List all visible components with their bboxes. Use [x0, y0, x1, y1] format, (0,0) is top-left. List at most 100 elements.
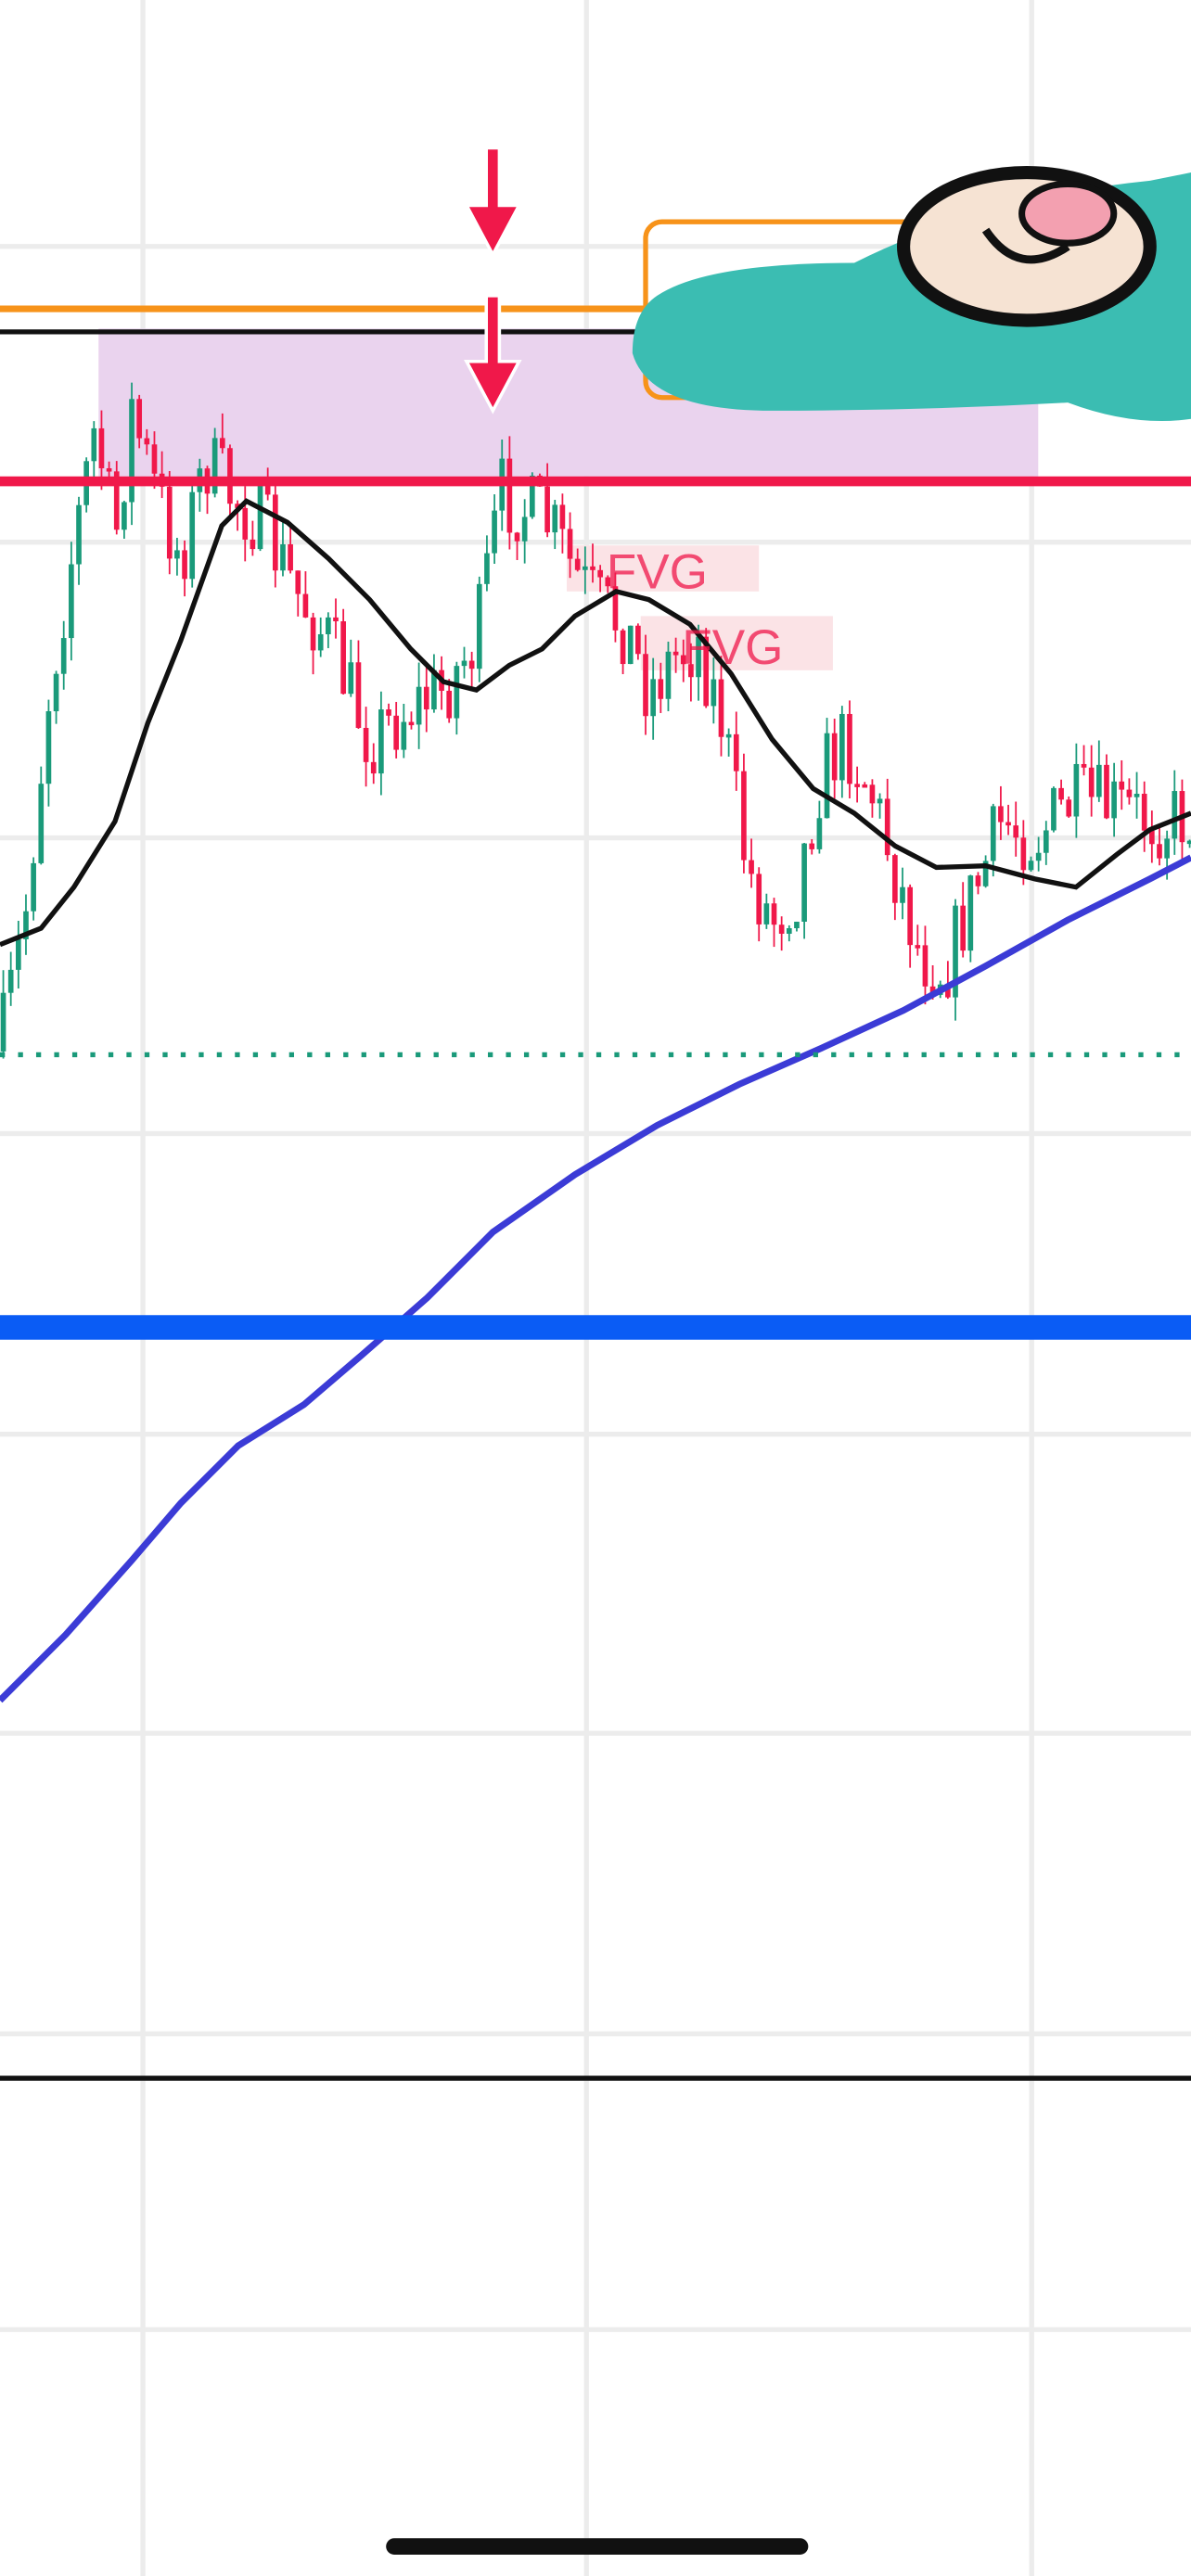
home-indicator — [386, 2538, 809, 2555]
candle-body — [749, 860, 754, 874]
candle-body — [446, 690, 453, 719]
candle-body — [869, 784, 876, 804]
candle-body — [431, 670, 437, 710]
candle-body — [696, 636, 701, 678]
candle-body — [778, 925, 785, 934]
candle-body — [1005, 822, 1011, 826]
candle-body — [658, 679, 664, 699]
candle-body — [23, 911, 29, 939]
candle-body — [847, 713, 852, 784]
candle-body — [590, 566, 596, 570]
candle-body — [106, 467, 112, 472]
candle-body — [272, 494, 278, 571]
candle-body — [521, 516, 528, 542]
candle-body — [45, 711, 52, 784]
candle-body — [703, 636, 710, 707]
candle-body — [514, 532, 520, 542]
candle-body — [741, 771, 747, 861]
candle-body — [1186, 840, 1191, 845]
down-arrow — [464, 294, 522, 414]
candle-body — [1111, 781, 1117, 819]
candle-body — [91, 427, 97, 462]
candle-body — [1157, 844, 1162, 859]
candle-body — [317, 633, 324, 651]
candle-body — [423, 686, 429, 710]
candle-body — [529, 475, 535, 517]
candle-body — [1164, 838, 1170, 859]
candle-body — [1149, 830, 1155, 845]
candle-body — [824, 733, 830, 819]
candle-body — [862, 784, 868, 788]
candle-body — [235, 504, 240, 508]
candle-body — [982, 861, 989, 886]
candle-body — [1020, 837, 1027, 871]
candle-body — [348, 662, 354, 695]
candle-body — [122, 502, 127, 530]
candle-body — [326, 617, 331, 634]
candle-body — [476, 583, 482, 670]
candle-body — [492, 510, 497, 554]
moving-average-long — [0, 854, 1191, 1703]
candle-body — [612, 586, 619, 631]
candle-body — [756, 874, 762, 925]
candle-body — [801, 843, 807, 922]
candle-body — [763, 903, 770, 925]
candle-body — [461, 660, 467, 667]
candle-body — [816, 818, 823, 849]
candle-body — [363, 727, 369, 762]
moving-average-short — [0, 498, 1191, 948]
candle-body — [468, 660, 475, 670]
candle-body — [484, 553, 490, 584]
fvg-label: FVG — [607, 544, 708, 599]
candle-body — [1058, 787, 1064, 800]
candle-body — [506, 458, 513, 533]
candle-body — [688, 664, 694, 678]
candle-body — [1013, 825, 1019, 838]
candle-body — [605, 577, 611, 587]
candle-body — [242, 507, 249, 540]
candle-body — [31, 862, 36, 912]
candle-body — [16, 938, 21, 970]
candle-body — [1119, 781, 1125, 790]
candle-body — [370, 761, 377, 774]
candle-body — [378, 709, 384, 774]
candle-body — [1133, 794, 1140, 797]
candle-body — [1081, 763, 1087, 768]
candle-body — [250, 539, 256, 550]
candle-body — [1095, 764, 1102, 797]
candle-body — [620, 630, 626, 665]
candle-body — [907, 886, 913, 946]
candle-body — [544, 486, 550, 533]
candle-body — [945, 984, 951, 998]
candle-body — [718, 679, 724, 737]
candle-body — [1088, 767, 1095, 797]
candle-body — [672, 651, 679, 656]
candle-body — [98, 427, 105, 468]
candle-body — [151, 444, 158, 474]
candle-body — [1104, 764, 1109, 819]
candle-body — [809, 843, 815, 849]
candle-body — [166, 486, 173, 559]
candle-body — [998, 806, 1004, 823]
candle-body — [574, 558, 581, 570]
candle-body — [771, 903, 777, 925]
candle-body — [264, 482, 271, 495]
candle-body — [990, 806, 996, 861]
candle-body — [219, 438, 225, 449]
candle-body — [211, 438, 218, 494]
candle-body — [786, 928, 792, 934]
candle-body — [552, 504, 558, 533]
candle-body — [627, 625, 634, 665]
candle-body — [650, 679, 656, 717]
candle-body — [1043, 830, 1049, 853]
candle-body — [174, 550, 180, 559]
candle-body — [310, 617, 316, 651]
candle-body — [854, 784, 860, 787]
candle-body — [302, 593, 309, 618]
candle-body — [884, 798, 890, 856]
candle-body — [1066, 799, 1072, 817]
sticker-eye — [896, 165, 1157, 327]
candle-body — [915, 945, 921, 949]
